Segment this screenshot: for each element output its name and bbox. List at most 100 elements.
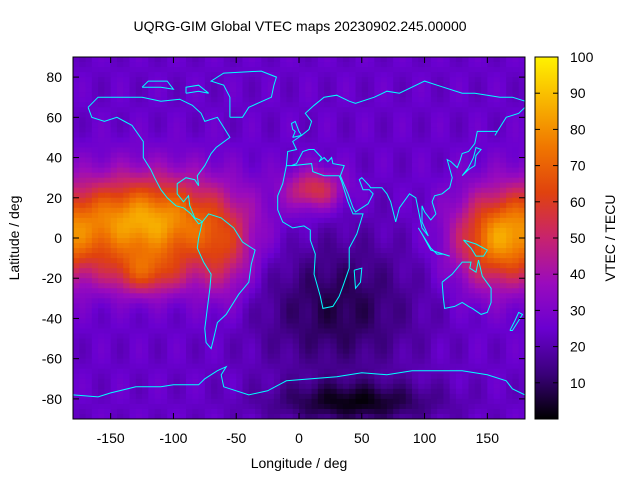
heatmap-cell (424, 187, 432, 194)
heatmap-cell (211, 162, 218, 169)
heatmap-cell (98, 92, 105, 98)
heatmap-cell (437, 368, 444, 375)
heatmap-cell (154, 172, 162, 179)
heatmap-cell (104, 92, 112, 98)
heatmap-cell (179, 92, 187, 98)
heatmap-cell (506, 353, 514, 360)
heatmap-cell (179, 333, 187, 340)
heatmap-cell (142, 258, 149, 264)
heatmap-cell (462, 373, 470, 380)
heatmap-cell (116, 107, 124, 113)
heatmap-cell (267, 97, 275, 103)
heatmap-cell (91, 373, 99, 380)
heatmap-cell (273, 232, 281, 239)
heatmap-cell (437, 328, 444, 335)
heatmap-cell (104, 192, 112, 199)
heatmap-cell (167, 122, 175, 128)
heatmap-cell (280, 363, 288, 370)
heatmap-cell (261, 172, 269, 179)
heatmap-cell (73, 72, 80, 78)
heatmap-cell (123, 127, 131, 134)
heatmap-cell (462, 142, 470, 149)
heatmap-cell (98, 268, 105, 274)
heatmap-cell (518, 157, 525, 164)
heatmap-cell (73, 303, 80, 309)
heatmap-cell (135, 172, 143, 179)
heatmap-cell (280, 67, 288, 73)
heatmap-cell (330, 318, 338, 325)
heatmap-cell (261, 187, 269, 194)
heatmap-cell (468, 127, 476, 134)
heatmap-cell (273, 258, 281, 264)
heatmap-cell (110, 248, 118, 254)
heatmap-cell (192, 77, 200, 83)
heatmap-cell (229, 323, 237, 330)
heatmap-cell (116, 293, 124, 299)
heatmap-cell (242, 258, 250, 264)
heatmap-cell (236, 217, 244, 224)
heatmap-cell (154, 278, 162, 284)
heatmap-cell (116, 87, 124, 93)
heatmap-cell (129, 238, 137, 244)
heatmap-cell (273, 313, 281, 320)
heatmap-cell (148, 207, 156, 214)
heatmap-cell (229, 202, 237, 209)
heatmap-cell (261, 373, 269, 380)
heatmap-cell (430, 62, 438, 68)
heatmap-cell (499, 368, 507, 375)
heatmap-cell (443, 207, 451, 214)
heatmap-cell (186, 348, 193, 355)
heatmap-cell (116, 167, 124, 174)
heatmap-cell (192, 147, 200, 154)
heatmap-cell (506, 122, 514, 128)
heatmap-cell (336, 157, 344, 164)
heatmap-cell (380, 182, 388, 189)
heatmap-cell (393, 172, 401, 179)
heatmap-cell (198, 72, 206, 78)
heatmap-cell (506, 152, 514, 159)
heatmap-cell (518, 378, 525, 385)
heatmap-cell (98, 192, 105, 199)
heatmap-cell (355, 343, 363, 350)
heatmap-cell (91, 192, 99, 199)
heatmap-cell (374, 137, 382, 144)
heatmap-cell (211, 202, 218, 209)
heatmap-cell (204, 72, 212, 78)
heatmap-cell (317, 57, 325, 63)
heatmap-cell (393, 388, 401, 395)
heatmap-cell (160, 308, 168, 315)
heatmap-cell (204, 398, 212, 405)
heatmap-cell (393, 127, 401, 134)
heatmap-cell (342, 328, 350, 335)
heatmap-cell (73, 107, 80, 113)
heatmap-cell (311, 167, 319, 174)
heatmap-cell (418, 238, 426, 244)
heatmap-cell (393, 303, 401, 309)
heatmap-cell (223, 313, 231, 320)
heatmap-cell (104, 207, 112, 214)
heatmap-cell (386, 72, 394, 78)
heatmap-cell (223, 187, 231, 194)
heatmap-cell (430, 162, 438, 169)
heatmap-cell (154, 363, 162, 370)
heatmap-cell (204, 197, 212, 204)
heatmap-cell (374, 97, 382, 103)
heatmap-cell (104, 142, 112, 149)
heatmap-cell (386, 368, 394, 375)
heatmap-cell (512, 293, 520, 299)
heatmap-cell (267, 303, 275, 309)
heatmap-cell (104, 147, 112, 154)
heatmap-cell (280, 318, 288, 325)
heatmap-cell (368, 117, 375, 123)
heatmap-cell (110, 197, 118, 204)
heatmap-cell (355, 358, 363, 365)
heatmap-cell (342, 398, 350, 405)
heatmap-cell (405, 227, 413, 234)
heatmap-cell (116, 323, 124, 330)
heatmap-cell (211, 147, 218, 154)
heatmap-cell (330, 112, 338, 118)
heatmap-cell (167, 303, 175, 309)
heatmap-cell (198, 298, 206, 304)
heatmap-cell (280, 207, 288, 214)
heatmap-cell (217, 162, 225, 169)
